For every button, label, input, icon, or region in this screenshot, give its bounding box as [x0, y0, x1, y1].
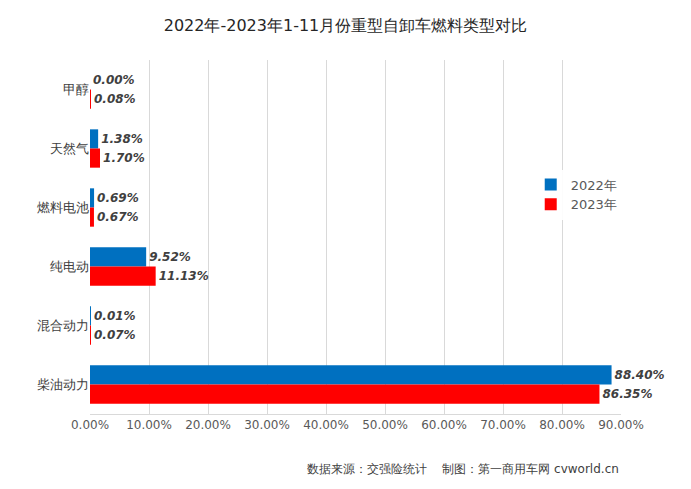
- svg-text:88.40%: 88.40%: [615, 368, 665, 382]
- svg-text:50.00%: 50.00%: [362, 418, 408, 432]
- svg-text:70.00%: 70.00%: [480, 418, 526, 432]
- svg-text:混合动力: 混合动力: [37, 318, 89, 333]
- svg-text:0.00%: 0.00%: [93, 73, 135, 87]
- svg-text:86.35%: 86.35%: [602, 387, 652, 401]
- svg-text:数据来源：交强险统计 制图：第一商用车网 cvworl: 数据来源：交强险统计 制图：第一商用车网 cvworld.cn: [307, 462, 619, 476]
- svg-text:0.00%: 0.00%: [71, 418, 109, 432]
- svg-text:2023年: 2023年: [571, 197, 617, 212]
- svg-text:10.00%: 10.00%: [126, 418, 172, 432]
- svg-text:燃料电池: 燃料电池: [37, 200, 89, 215]
- svg-text:40.00%: 40.00%: [303, 418, 349, 432]
- svg-text:0.07%: 0.07%: [94, 328, 136, 342]
- svg-text:0.67%: 0.67%: [97, 210, 139, 224]
- svg-text:2022年-2023年1-11月份重型自卸车燃料类型对比: 2022年-2023年1-11月份重型自卸车燃料类型对比: [164, 16, 528, 35]
- svg-text:纯电动: 纯电动: [50, 259, 89, 274]
- svg-text:0.08%: 0.08%: [94, 92, 136, 106]
- svg-text:2022年: 2022年: [571, 178, 617, 193]
- svg-text:20.00%: 20.00%: [185, 418, 231, 432]
- svg-text:30.00%: 30.00%: [244, 418, 290, 432]
- svg-text:80.00%: 80.00%: [539, 418, 585, 432]
- svg-text:天然气: 天然气: [50, 141, 89, 156]
- svg-text:90.00%: 90.00%: [598, 418, 644, 432]
- svg-text:9.52%: 9.52%: [149, 250, 191, 264]
- svg-text:甲醇: 甲醇: [63, 82, 89, 97]
- svg-text:0.01%: 0.01%: [94, 309, 136, 323]
- svg-text:1.38%: 1.38%: [101, 132, 143, 146]
- svg-text:11.13%: 11.13%: [159, 269, 209, 283]
- svg-text:0.69%: 0.69%: [97, 191, 139, 205]
- svg-text:柴油动力: 柴油动力: [37, 377, 89, 392]
- svg-text:60.00%: 60.00%: [421, 418, 467, 432]
- svg-text:1.70%: 1.70%: [103, 151, 145, 165]
